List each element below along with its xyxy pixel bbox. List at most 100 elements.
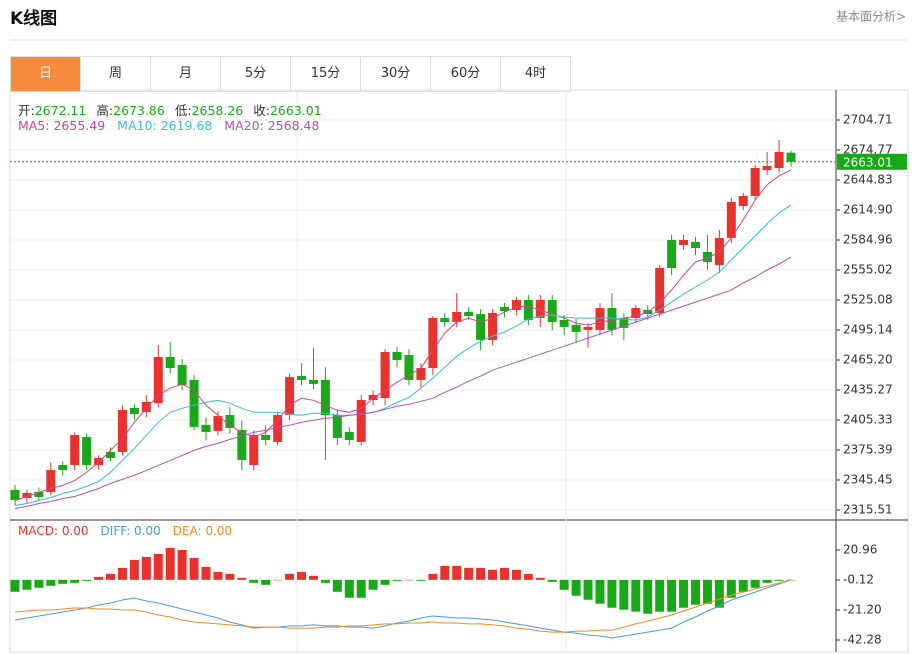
ma-line [14,256,792,509]
tab[interactable]: 15分 [291,57,361,91]
y-tick-label: 2584.96 [843,232,893,246]
candle-body [22,492,32,498]
ma-legend: MA5: 2655.49 MA10: 2619.68 MA20: 2568.48 [18,118,331,133]
candle-body [153,356,163,403]
candle-body [332,415,342,438]
y-tick-label: -21.20 [843,603,882,617]
quote-value: 2672.11 [34,103,87,118]
quote-label: 收: [253,103,270,118]
y-tick-label: 2555.02 [843,262,893,276]
macd-bar [476,567,486,580]
candle-body [738,195,748,206]
candle-body [129,407,139,415]
macd-bar [726,579,736,598]
macd-bar [189,557,199,580]
y-tick-label: 2614.90 [843,202,893,216]
macd-bar [488,569,498,580]
tab[interactable]: 日 [11,57,81,91]
candle-body [237,429,247,460]
ma-line [14,579,792,639]
candle-body [249,434,259,466]
y-tick-label: 2465.20 [843,352,893,366]
candle-body [94,457,104,466]
y-tick-label: 2674.77 [843,143,893,157]
legend-entry: MA20: 2568.48 [224,118,320,133]
ma-line [14,204,792,506]
tab[interactable]: 周 [81,57,151,91]
macd-bar [58,579,68,584]
candle-body [559,320,569,327]
legend-entry: MA5: 2655.49 [18,118,106,133]
candle-body [117,409,127,452]
candle-body [10,489,20,500]
candle-body [667,239,677,269]
candle-body [428,318,438,369]
tab[interactable]: 月 [151,57,221,91]
candle-body [404,354,414,380]
candle-body [511,299,521,310]
macd-bar [702,579,712,604]
candle-body [786,152,796,162]
macd-bar [738,579,748,592]
macd-bar [428,573,438,580]
macd-bar [94,576,104,580]
macd-bar [308,575,318,580]
fundamental-link[interactable]: 基本面分析> [836,10,906,24]
candle-body [189,379,199,427]
y-tick-label: 20.96 [843,543,877,557]
tab[interactable]: 60分 [431,57,501,91]
candle-body [141,401,151,412]
macd-bar [273,579,283,581]
macd-bar [667,579,677,612]
tab[interactable]: 4时 [501,57,571,91]
macd-bar [46,579,56,586]
macd-bar [607,579,617,608]
price-panel: 2704.71 2674.77 2644.83 2614.90 2584.96 2555.… [10,113,907,516]
y-tick-label: 2644.83 [843,173,893,187]
tab[interactable]: 5分 [221,57,291,91]
candle-body [774,151,784,169]
macd-bar [762,579,772,583]
candle-body [655,268,665,313]
legend-entry: DIFF: 0.00 [100,524,161,538]
candle-body [46,470,56,492]
quote-value: 2663.01 [269,103,322,118]
macd-bar [690,579,700,605]
quote-label: 高: [96,103,114,118]
quote-label: 开: [18,103,35,118]
candle-body [34,491,44,497]
y-tick-label: 2525.08 [843,292,893,306]
legend-entry: DEA: 0.00 [172,524,233,538]
macd-bar [750,579,760,588]
macd-legend: MACD: 0.00 DIFF: 0.00 DEA: 0.00 [18,524,244,538]
macd-bar [82,579,92,581]
y-tick-label: 2704.71 [843,113,893,127]
candle-body [82,436,92,466]
macd-bar [70,579,80,583]
candle-body [523,299,533,321]
candle-body [547,299,557,323]
macd-bar [416,579,426,581]
candle-body [702,251,712,262]
candle-body [177,365,187,385]
macd-bar [452,565,462,580]
macd-bar [117,567,127,580]
macd-bar [535,577,545,580]
candle-body [464,311,474,317]
candle-body [583,326,593,330]
macd-bar [332,579,342,592]
macd-bar [655,579,665,612]
macd-bar [774,579,784,581]
ma-line [14,169,792,501]
macd-bar [320,579,330,583]
candle-body [571,324,581,332]
quote-row: 开:2672.11 高:2673.86 低:2658.26 收:2663.01 [18,100,332,119]
candle-body [213,416,223,431]
last-price-label: 2663.01 [843,155,893,169]
y-tick-label: 2495.14 [843,322,893,336]
tab[interactable]: 30分 [361,57,431,91]
y-tick-label: -42.28 [843,633,882,647]
y-tick-label: 2315.51 [843,502,893,516]
macd-bar [499,567,509,580]
